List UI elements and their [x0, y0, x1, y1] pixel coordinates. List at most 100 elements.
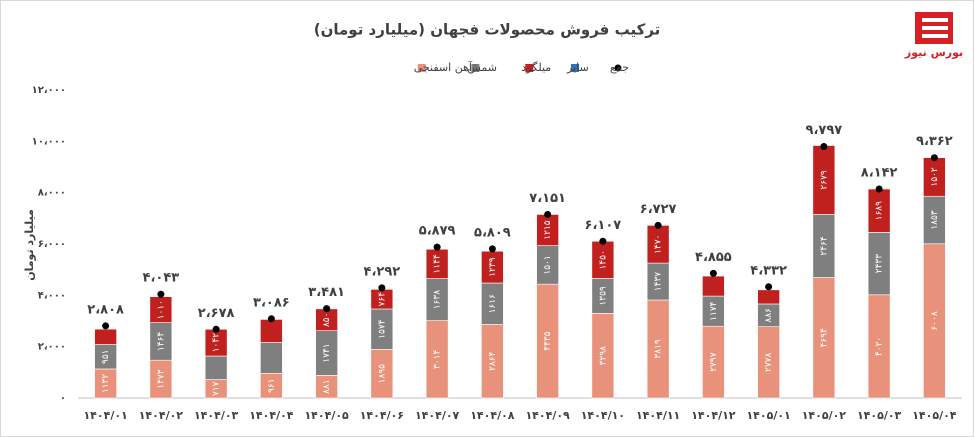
segment-label: ۱۴۶۴	[156, 332, 166, 352]
segment-label: ۱۳۵۹	[598, 286, 608, 306]
segment-label: ۱۱۳۲	[101, 374, 111, 394]
total-marker	[820, 143, 828, 151]
segment-label: ۱۸۵۳	[930, 210, 940, 230]
legend-swatch	[525, 64, 534, 72]
total-marker	[433, 243, 441, 251]
segment-label: ۱۱۴۴	[433, 254, 443, 274]
segment-label: ۶۰۰۸	[930, 311, 940, 331]
legend-label: آهن اسفنجی	[414, 60, 473, 74]
total-marker	[157, 290, 165, 298]
segment-label: ۱۶۱۶	[488, 294, 498, 314]
segment-label: ۲۴۶۴	[819, 236, 829, 256]
segment-label: ۲۷۷۸	[764, 353, 774, 373]
legend-swatch	[471, 64, 480, 72]
x-tick-label: ۱۴۰۵/۰۱	[746, 409, 790, 422]
y-tick-label: ۸،۰۰۰	[38, 188, 66, 199]
bar-segment	[260, 319, 283, 343]
total-label: ۴،۸۵۵	[695, 250, 732, 265]
segment-label: ۱۰۱۰	[156, 300, 166, 319]
legend-swatch	[417, 64, 426, 72]
total-marker	[544, 210, 552, 218]
total-label: ۶،۱۰۷	[585, 218, 622, 233]
legend-label: شمش	[467, 61, 497, 74]
bar-segment	[94, 328, 117, 345]
total-label: ۵،۸۰۹	[474, 225, 511, 240]
total-marker	[488, 245, 496, 253]
total-label: ۸،۱۴۲	[861, 166, 898, 181]
segment-label: ۱۲۱۵	[543, 220, 553, 240]
segment-label: ۱۶۳۸	[433, 290, 443, 310]
total-label: ۳،۰۸۶	[253, 295, 290, 310]
y-tick-label: ۲،۰۰۰	[38, 342, 66, 353]
segment-label: ۲۷۹۷	[709, 352, 719, 372]
total-marker	[378, 284, 386, 292]
segment-label: ۴۰۲۰	[875, 337, 885, 356]
total-label: ۳،۴۸۱	[308, 285, 345, 300]
segment-label: ۸۸۱	[322, 379, 332, 394]
segment-label: ۷۱۷	[212, 381, 222, 396]
total-marker	[765, 283, 773, 291]
segment-label: ۸۸۶	[764, 308, 774, 323]
segment-label: ۱۶۸۹	[875, 201, 885, 221]
x-tick-label: ۱۴۰۴/۰۱	[83, 409, 127, 422]
x-tick-label: ۱۴۰۴/۰۴	[249, 409, 294, 422]
x-tick-label: ۱۴۰۴/۰۷	[415, 409, 460, 422]
segment-label: ۴۶۹۴	[819, 328, 829, 348]
y-tick-label: ۱۲،۰۰۰	[32, 85, 66, 96]
y-tick-label: ۱۰،۰۰۰	[32, 136, 66, 147]
segment-label: ۲۶۷۹	[819, 170, 829, 190]
x-tick-label: ۱۴۰۴/۰۵	[304, 409, 349, 422]
segment-label: ۱۴۷۰	[654, 235, 664, 254]
x-tick-label: ۱۴۰۴/۰۲	[139, 409, 184, 422]
y-tick-label: ۴،۰۰۰	[38, 290, 66, 301]
bar-segment	[204, 355, 228, 380]
bar-segment	[757, 289, 780, 305]
x-tick-label: ۱۴۰۴/۰۹	[525, 409, 570, 422]
x-tick-label: ۱۴۰۴/۰۸	[470, 409, 515, 422]
segment-label: ۱۷۴۱	[322, 343, 332, 362]
total-marker	[599, 237, 607, 245]
segment-label: ۱۰۴۲	[212, 333, 222, 353]
total-label: ۲،۶۷۸	[198, 306, 235, 321]
segment-label: ۱۸۹۵	[377, 364, 387, 384]
segment-label: ۲۸۶۴	[488, 351, 498, 371]
segment-label: ۱۵۰۱	[543, 255, 553, 274]
segment-label: ۳۸۱۹	[654, 339, 664, 359]
total-marker	[267, 315, 275, 323]
x-tick-label: ۱۴۰۵/۰۳	[857, 409, 902, 422]
total-label: ۴،۲۹۲	[364, 264, 401, 279]
y-tick-label: ۶،۰۰۰	[38, 239, 66, 250]
legend-label: سایر	[566, 61, 589, 74]
chart-title: ترکیب فروش محصولات فجهان (میلیارد تومان)	[314, 21, 661, 39]
total-label: ۶،۷۲۷	[640, 202, 677, 217]
segment-label: ۱۴۷۳	[156, 369, 166, 389]
logo: بورس نیوز	[904, 12, 963, 59]
y-tick-label: ۰	[60, 393, 66, 404]
segment-label: ۱۴۳۷	[654, 272, 664, 292]
total-label: ۹،۳۶۲	[916, 134, 953, 149]
segment-label: ۳۲۹۸	[598, 346, 608, 366]
legend-label: میلگرد	[521, 61, 551, 74]
x-tick-label: ۱۴۰۵/۰۲	[802, 409, 847, 422]
legend-marker	[614, 64, 622, 72]
segment-label: ۱۵۷۴	[377, 319, 387, 339]
y-axis-label: میلیارد تومان	[23, 209, 36, 281]
x-tick-label: ۱۴۰۴/۰۳	[194, 409, 239, 422]
segment-label: ۹۶۱	[267, 378, 277, 393]
segment-label: ۸۵۰	[322, 313, 332, 328]
total-label: ۲،۸۰۸	[87, 302, 124, 317]
x-tick-label: ۱۴۰۴/۱۰	[581, 409, 625, 422]
total-label: ۵،۸۷۹	[419, 224, 456, 239]
segment-label: ۱۱۷۴	[709, 301, 719, 321]
legend-label: جمع	[610, 61, 629, 74]
bar-segment	[702, 275, 725, 297]
segment-label: ۱۴۵۰	[598, 250, 608, 269]
x-tick-label: ۱۴۰۴/۱۱	[636, 409, 680, 422]
total-label: ۷،۱۵۱	[529, 191, 566, 206]
total-marker	[212, 325, 220, 333]
x-tick-label: ۱۴۰۴/۰۶	[360, 409, 404, 422]
total-marker	[930, 154, 938, 162]
total-marker	[323, 305, 331, 313]
